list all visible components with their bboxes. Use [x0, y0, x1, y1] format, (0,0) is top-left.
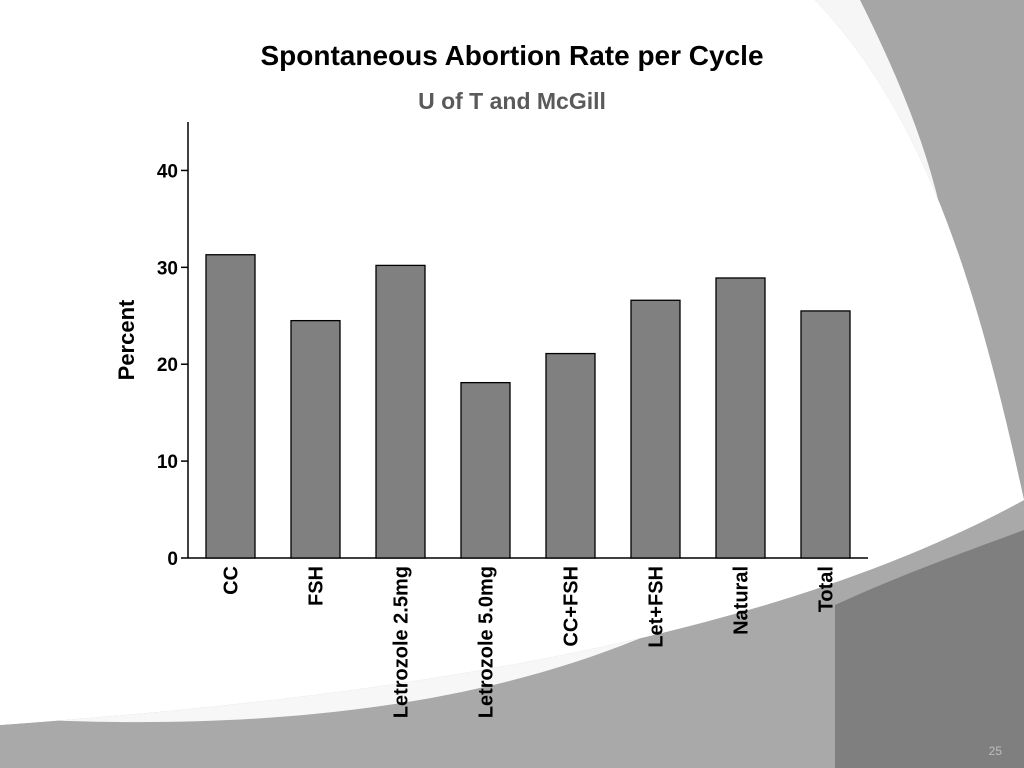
chart-subtitle: U of T and McGill: [418, 88, 606, 114]
bar: [290, 319, 341, 559]
bar: [545, 352, 596, 559]
background-swoosh-right: [815, 0, 1024, 500]
bar: [630, 299, 681, 559]
chart-bars: [205, 254, 851, 559]
chart-labels: 0 10 20 30 40 Percent CC FSH Letrozole 2.5mg Letr…: [114, 161, 838, 718]
chart-title: Spontaneous Abortion Rate per Cycle: [260, 40, 764, 71]
x-tick-label: FSH: [306, 566, 328, 606]
bar: [715, 277, 766, 559]
x-tick-label: Letrozole 2.5mg: [391, 566, 413, 718]
y-tick-label: 10: [157, 452, 178, 473]
bar: [205, 254, 256, 559]
x-tick-label: Let+FSH: [646, 566, 668, 648]
x-tick-label: Letrozole 5.0mg: [476, 566, 498, 718]
bar: [460, 381, 511, 559]
background-swoosh-bottom: [0, 500, 1024, 768]
x-tick-label: Natural: [731, 566, 753, 635]
bar: [800, 310, 851, 559]
slide-number: 25: [988, 744, 1002, 758]
x-tick-label: Total: [816, 566, 838, 612]
y-tick-label: 20: [157, 355, 178, 376]
x-tick-label: CC+FSH: [561, 566, 583, 647]
x-tick-label: CC: [221, 566, 243, 595]
y-tick-label: 0: [167, 549, 178, 570]
bar: [375, 264, 426, 559]
background-swoosh-corner: [835, 530, 1024, 768]
y-tick-label: 40: [157, 161, 178, 182]
y-axis-label: Percent: [114, 299, 139, 380]
y-tick-label: 30: [157, 258, 178, 279]
